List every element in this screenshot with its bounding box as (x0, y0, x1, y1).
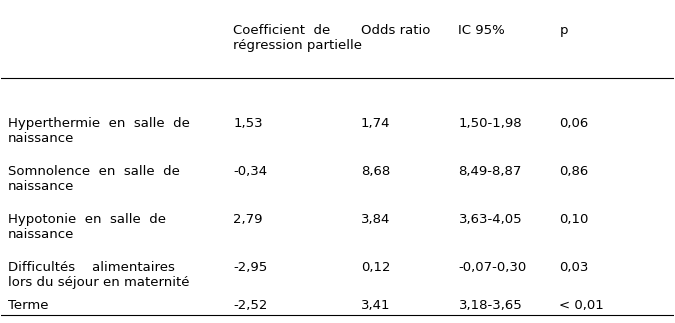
Text: Coefficient  de
régression partielle: Coefficient de régression partielle (234, 24, 362, 52)
Text: 0,86: 0,86 (560, 165, 589, 178)
Text: -0,34: -0,34 (234, 165, 267, 178)
Text: Terme: Terme (8, 299, 49, 312)
Text: p: p (560, 24, 568, 37)
Text: Hypotonie  en  salle  de
naissance: Hypotonie en salle de naissance (8, 213, 166, 241)
Text: -0,07-0,30: -0,07-0,30 (458, 261, 526, 274)
Text: 8,49-8,87: 8,49-8,87 (458, 165, 522, 178)
Text: Somnolence  en  salle  de
naissance: Somnolence en salle de naissance (8, 165, 180, 193)
Text: -2,52: -2,52 (234, 299, 268, 312)
Text: Hyperthermie  en  salle  de
naissance: Hyperthermie en salle de naissance (8, 117, 190, 145)
Text: 1,74: 1,74 (361, 117, 391, 130)
Text: 0,03: 0,03 (560, 261, 589, 274)
Text: 1,53: 1,53 (234, 117, 263, 130)
Text: 3,63-4,05: 3,63-4,05 (458, 213, 522, 226)
Text: 3,18-3,65: 3,18-3,65 (458, 299, 522, 312)
Text: 3,84: 3,84 (361, 213, 390, 226)
Text: 3,41: 3,41 (361, 299, 391, 312)
Text: < 0,01: < 0,01 (560, 299, 604, 312)
Text: -2,95: -2,95 (234, 261, 267, 274)
Text: 8,68: 8,68 (361, 165, 390, 178)
Text: 2,79: 2,79 (234, 213, 263, 226)
Text: 0,10: 0,10 (560, 213, 589, 226)
Text: Difficultés    alimentaires
lors du séjour en maternité: Difficultés alimentaires lors du séjour … (8, 261, 190, 289)
Text: 0,06: 0,06 (560, 117, 589, 130)
Text: 0,12: 0,12 (361, 261, 391, 274)
Text: 1,50-1,98: 1,50-1,98 (458, 117, 522, 130)
Text: Odds ratio: Odds ratio (361, 24, 431, 37)
Text: IC 95%: IC 95% (458, 24, 506, 37)
